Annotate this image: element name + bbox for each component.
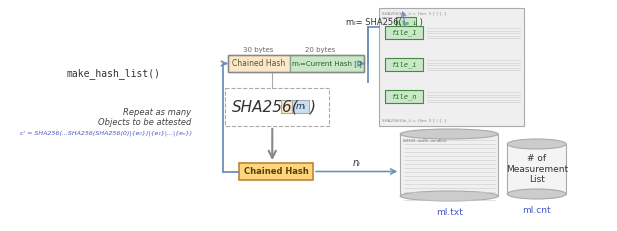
Text: 0x010203...sha256...size:u8|str|...: 0x010203...sha256...size:u8|str|...: [403, 139, 449, 143]
Text: 30 bytes: 30 bytes: [244, 47, 274, 53]
Text: mᵢ= SHA256(: mᵢ= SHA256(: [346, 18, 402, 27]
Text: # of
Measurement
List: # of Measurement List: [506, 154, 568, 184]
Ellipse shape: [507, 189, 566, 199]
Text: ): ): [416, 18, 423, 27]
Text: ml.txt: ml.txt: [436, 208, 463, 217]
Text: nᵢ: nᵢ: [353, 158, 360, 168]
Text: SHA256(file_i) = {len: 3 } | {..}: SHA256(file_i) = {len: 3 } | {..}: [382, 118, 447, 122]
Text: Chained Hash: Chained Hash: [232, 59, 285, 68]
FancyBboxPatch shape: [385, 58, 423, 71]
FancyBboxPatch shape: [289, 55, 364, 72]
FancyBboxPatch shape: [395, 17, 416, 29]
Text: mᵢ: mᵢ: [295, 102, 305, 111]
FancyBboxPatch shape: [385, 90, 423, 103]
Text: file_n: file_n: [391, 93, 416, 100]
Ellipse shape: [400, 129, 498, 139]
FancyBboxPatch shape: [507, 144, 566, 194]
Text: file_1: file_1: [391, 29, 416, 36]
Ellipse shape: [400, 191, 498, 201]
Text: file_i: file_i: [391, 61, 416, 68]
Text: SHA256(: SHA256(: [231, 100, 298, 115]
Text: ): ): [310, 100, 317, 115]
FancyBboxPatch shape: [281, 100, 292, 113]
FancyBboxPatch shape: [239, 163, 313, 180]
Text: name: name: [382, 16, 394, 20]
Text: ml.cnt: ml.cnt: [523, 206, 551, 215]
FancyBboxPatch shape: [228, 55, 289, 72]
Text: make_hash_list(): make_hash_list(): [67, 68, 160, 79]
Text: SHA256(file_i) = {len: 3 } | {..}: SHA256(file_i) = {len: 3 } | {..}: [382, 11, 447, 15]
Text: 20 bytes: 20 bytes: [305, 47, 336, 53]
Text: file_i: file_i: [394, 20, 417, 26]
Text: Repeat as many
Objects to be attested: Repeat as many Objects to be attested: [98, 108, 191, 128]
Text: c' = SHA256(...SHA256(SHA256(0)|{e₀})|{e₁}|...|{eₙ}): c' = SHA256(...SHA256(SHA256(0)|{e₀})|{e…: [20, 130, 191, 136]
Text: Chained Hash: Chained Hash: [244, 167, 308, 176]
FancyBboxPatch shape: [292, 100, 308, 113]
FancyBboxPatch shape: [400, 134, 498, 196]
Text: mᵢ=Current Hash [i]: mᵢ=Current Hash [i]: [292, 60, 362, 67]
FancyBboxPatch shape: [385, 26, 423, 39]
Ellipse shape: [507, 139, 566, 149]
FancyBboxPatch shape: [379, 8, 524, 126]
